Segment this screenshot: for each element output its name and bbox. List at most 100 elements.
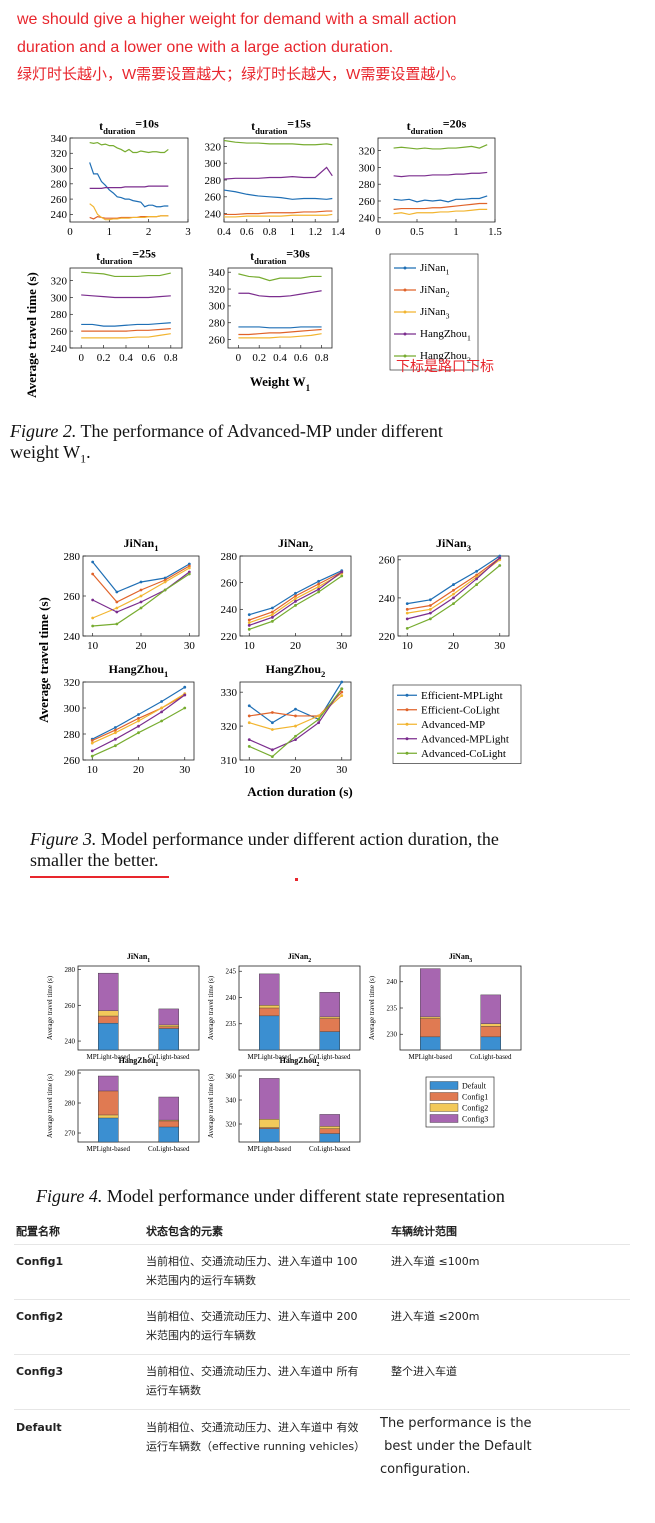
figure-3-series-Efficient-CoLight-point: [247, 618, 251, 622]
x-tick-label: 30: [336, 640, 348, 652]
figure-3-series-Advanced-MPLight-point: [270, 615, 274, 619]
figure-3-series-Advanced-CoLight-point: [428, 617, 432, 621]
figure-3-series-Advanced-CoLight-point: [498, 564, 502, 567]
figure-3-series-Advanced-MP-point: [270, 728, 274, 731]
plot-frame: [227, 267, 333, 349]
table-header-name: 配置名称: [16, 1225, 60, 1238]
default-note: The performance is the best under the De…: [380, 1412, 532, 1481]
figure-4-ylabel: Average travel time (s): [207, 1073, 215, 1138]
figure-3-series-Advanced-MPLight-point: [91, 598, 95, 602]
title-sub: 3: [467, 543, 472, 553]
figure-3-series-Advanced-MPLight-point: [405, 617, 409, 621]
x-tick-label: 0.2: [97, 352, 111, 364]
figure-4-panel-title: JiNan2: [288, 952, 311, 964]
y-tick-label: 300: [51, 163, 68, 175]
figure-3-series-Advanced-MPLight-point: [498, 556, 502, 560]
figure-4-bar-Default: [319, 1133, 340, 1143]
figure-3-series-Advanced-MP-point: [187, 566, 191, 570]
figure-3-series-Efficient-MPLight-point: [452, 583, 455, 586]
title-sub: 2: [308, 958, 311, 964]
figure-3-series-Advanced-MP-point: [317, 585, 321, 589]
figure-3-series-Efficient-MPLight-point: [405, 602, 409, 606]
x-tick-label: 0: [67, 226, 73, 238]
title-sub: 1: [154, 543, 158, 553]
default-note-line-2: best under the Default: [380, 1439, 532, 1454]
x-tick-label: 10: [87, 764, 99, 776]
plot-frame: [238, 965, 361, 1051]
y-tick-label: 280: [64, 551, 81, 563]
x-tick-label: MPLight-based: [86, 1145, 130, 1153]
title-main: JiNan: [124, 536, 155, 550]
x-tick-label: CoLight-based: [148, 1145, 190, 1153]
red-underline: [30, 876, 169, 878]
figure-2-series-JiNan2: [81, 328, 171, 332]
figure-4-panel-title: JiNan3: [449, 952, 472, 964]
x-tick-label: 20: [133, 764, 145, 776]
figure-3-series-Efficient-CoLight-point: [270, 610, 274, 614]
figure-3-series-Advanced-CoLight-point: [247, 745, 251, 748]
figure-2-series-JiNan2: [238, 328, 322, 336]
figure-3-series-Efficient-CoLight-point: [115, 600, 119, 604]
figure-3-series-Advanced-CoLight-point: [139, 606, 143, 610]
figure-3-series-Advanced-MPLight-point: [452, 596, 455, 600]
figure-3-series-Efficient-CoLight-point: [187, 564, 191, 568]
y-tick-label: 300: [359, 162, 376, 174]
x-tick-label: MPLight-based: [247, 1145, 291, 1153]
figure-2-series-HangZhou1: [393, 171, 488, 178]
legend-label-main: JiNan: [420, 306, 446, 318]
figure-3-ylabel: Average travel time (s): [36, 597, 51, 723]
title-main: JiNan: [288, 952, 309, 961]
figure-3-series-Advanced-MP-point: [137, 719, 140, 723]
x-tick-label: 20: [290, 640, 302, 652]
y-tick-label: 320: [51, 148, 68, 160]
figure-3-series-Efficient-MPLight-point: [91, 560, 95, 564]
figure-2-series-JiNan1: [238, 326, 322, 329]
figure-3-series-Advanced-CoLight-point: [137, 731, 140, 735]
figure-3-series-Efficient-MPLight-point: [294, 591, 297, 595]
y-tick-label: 320: [359, 145, 376, 157]
table-row-config3-elements: 当前相位、交通流动压力、进入车道中 所有 运行车辆数: [146, 1362, 359, 1400]
title-sub: duration: [411, 126, 443, 136]
plot-frame: [223, 137, 339, 223]
y-tick-label: 240: [64, 631, 81, 643]
plot-frame: [238, 1069, 361, 1143]
figure-3-series-Efficient-MPLight-point: [139, 580, 143, 584]
x-tick-label: 0.8: [315, 352, 329, 364]
figure-3-series-Advanced-CoLight-point: [247, 627, 251, 631]
figure-3-series-Advanced-MPLight-point: [294, 738, 297, 742]
figure-4-bar-Default: [259, 1015, 280, 1051]
figure-3-series-Advanced-CoLight-point: [294, 734, 297, 738]
figure-3-series-Advanced-CoLight-point: [475, 583, 479, 586]
title-sub: 2: [321, 669, 325, 679]
legend-label-sub: 2: [467, 356, 471, 365]
y-tick-label: 240: [51, 343, 68, 355]
x-tick-label: CoLight-based: [309, 1145, 351, 1153]
figure-3-series-Advanced-MPLight-point: [137, 724, 140, 728]
title-sub: 1: [156, 1062, 159, 1068]
figure-2-panel-title: tduration=30s: [250, 247, 310, 267]
figure-3-caption: Figure 3. Model performance under differ…: [30, 829, 499, 871]
title-main: JiNan: [127, 952, 148, 961]
x-tick-label: 30: [336, 764, 348, 776]
figure-3-series-Efficient-CoLight-point: [270, 711, 274, 714]
legend-label: JiNan1: [420, 262, 450, 277]
figure-3-series-Efficient-MPLight-point: [247, 613, 251, 617]
legend-label: Config3: [462, 1114, 488, 1123]
figure-3-series-Advanced-CoLight-point: [317, 590, 321, 594]
y-tick-label: 300: [64, 703, 81, 715]
figure-3-series-Advanced-MPLight-point: [270, 748, 274, 752]
figure-2-series-HangZhou2: [89, 141, 169, 154]
title-main: t: [251, 119, 255, 133]
x-tick-label: 0.6: [294, 352, 308, 364]
y-tick-label: 260: [209, 334, 226, 346]
figure-4-bar-Default: [158, 1028, 179, 1051]
figure-4-ylabel: Average travel time (s): [46, 975, 54, 1040]
y-tick-label: 280: [359, 179, 376, 191]
figure-3-series-Efficient-CoLight-point: [340, 690, 344, 694]
y-tick-label: 240: [205, 208, 222, 220]
figure-3-series-Efficient-CoLight-point: [294, 714, 297, 718]
title-main: t: [250, 249, 254, 263]
title-suffix: =15s: [287, 117, 311, 131]
figure-2-caption-text2: weight W: [10, 442, 81, 462]
figure-2-panel-title: tduration=25s: [96, 247, 156, 267]
